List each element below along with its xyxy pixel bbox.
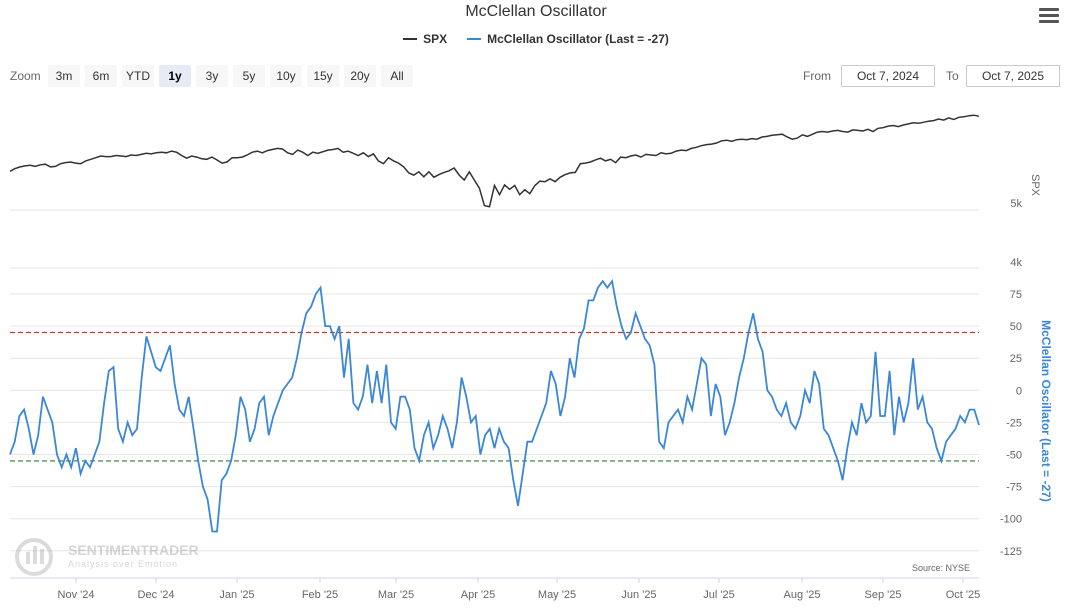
legend-swatch-mcclellan — [467, 38, 482, 40]
osc-tick-label: -50 — [1006, 450, 1022, 462]
zoom-button-3y[interactable]: 3y — [196, 65, 228, 87]
legend-item-spx[interactable]: SPX — [403, 32, 447, 46]
zoom-button-1y[interactable]: 1y — [159, 65, 191, 87]
zoom-button-3m[interactable]: 3m — [48, 65, 80, 87]
hamburger-menu-icon[interactable] — [1039, 8, 1059, 26]
zoom-button-20y[interactable]: 20y — [344, 65, 376, 87]
oscillator-series — [9, 278, 980, 533]
x-tick-label: Jun '25 — [621, 589, 656, 601]
chart-title: McClellan Oscillator — [465, 3, 607, 20]
osc-tick-label: -100 — [1000, 514, 1022, 526]
zoom-button-ytd[interactable]: YTD — [122, 65, 154, 87]
watermark-logo-icon — [15, 538, 53, 576]
spx-line — [9, 114, 980, 208]
legend: SPX McClellan Oscillator (Last = -27) — [0, 32, 1072, 46]
axis-labels: 5k 4k SPX 75 50 25 0 -25 -50 -75 -100 -125 McClellan… — [58, 174, 1053, 601]
x-tick-label: Oct '25 — [946, 589, 981, 601]
spx-axis-title: SPX — [1029, 174, 1041, 197]
osc-tick-label: 50 — [1010, 321, 1022, 333]
spx-series — [9, 114, 980, 208]
from-label: From — [803, 69, 831, 83]
x-tick-label: Sep '25 — [865, 589, 902, 601]
legend-swatch-spx — [403, 38, 418, 40]
to-date-input[interactable]: Oct 7, 2025 — [966, 65, 1060, 87]
osc-tick-label: 25 — [1010, 353, 1022, 365]
source-note: Source: NYSE — [912, 563, 970, 573]
zoom-button-10y[interactable]: 10y — [270, 65, 302, 87]
zoom-button-15y[interactable]: 15y — [307, 65, 339, 87]
spx-tick-label: 5k — [1010, 198, 1022, 210]
legend-label-mcclellan: McClellan Oscillator (Last = -27) — [487, 32, 669, 46]
watermark-logo-bar — [26, 552, 30, 564]
x-tick-label: Nov '24 — [58, 589, 95, 601]
osc-tick-label: -125 — [1000, 546, 1022, 558]
watermark: SENTIMENTRADER Analysis over Emotion — [15, 538, 199, 576]
x-tick-label: Jan '25 — [219, 589, 254, 601]
osc-tick-label: 75 — [1010, 289, 1022, 301]
x-tick-label: Jul '25 — [703, 589, 734, 601]
watermark-name: SENTIMENTRADER — [68, 542, 199, 558]
zoom-button-6m[interactable]: 6m — [85, 65, 117, 87]
watermark-tagline: Analysis over Emotion — [68, 559, 178, 569]
x-tick-label: Mar '25 — [378, 589, 414, 601]
from-date-input[interactable]: Oct 7, 2024 — [841, 65, 935, 87]
reference-lines — [10, 331, 979, 462]
x-tick-label: Dec '24 — [138, 589, 175, 601]
osc-tick-label: -75 — [1006, 482, 1022, 494]
legend-label-spx: SPX — [423, 32, 448, 46]
x-tick-label: Feb '25 — [302, 589, 338, 601]
legend-item-mcclellan[interactable]: McClellan Oscillator (Last = -27) — [467, 32, 669, 46]
watermark-logo-bar — [40, 549, 44, 564]
spx-tick-label: 4k — [1010, 257, 1022, 269]
x-tick-label: Aug '25 — [784, 589, 821, 601]
osc-tick-label: -25 — [1006, 417, 1022, 429]
zoom-button-all[interactable]: All — [381, 65, 413, 87]
to-label: To — [946, 69, 959, 83]
x-tick-label: Apr '25 — [461, 589, 496, 601]
oscillator-line — [9, 278, 980, 533]
watermark-logo-bar — [33, 546, 37, 564]
zoom-button-5y[interactable]: 5y — [233, 65, 265, 87]
grid-lines — [10, 209, 979, 579]
x-tick-label: May '25 — [538, 589, 576, 601]
zoom-label: Zoom — [10, 69, 41, 83]
osc-axis-title: McClellan Oscillator (Last = -27) — [1039, 320, 1053, 502]
osc-tick-label: 0 — [1016, 385, 1022, 397]
